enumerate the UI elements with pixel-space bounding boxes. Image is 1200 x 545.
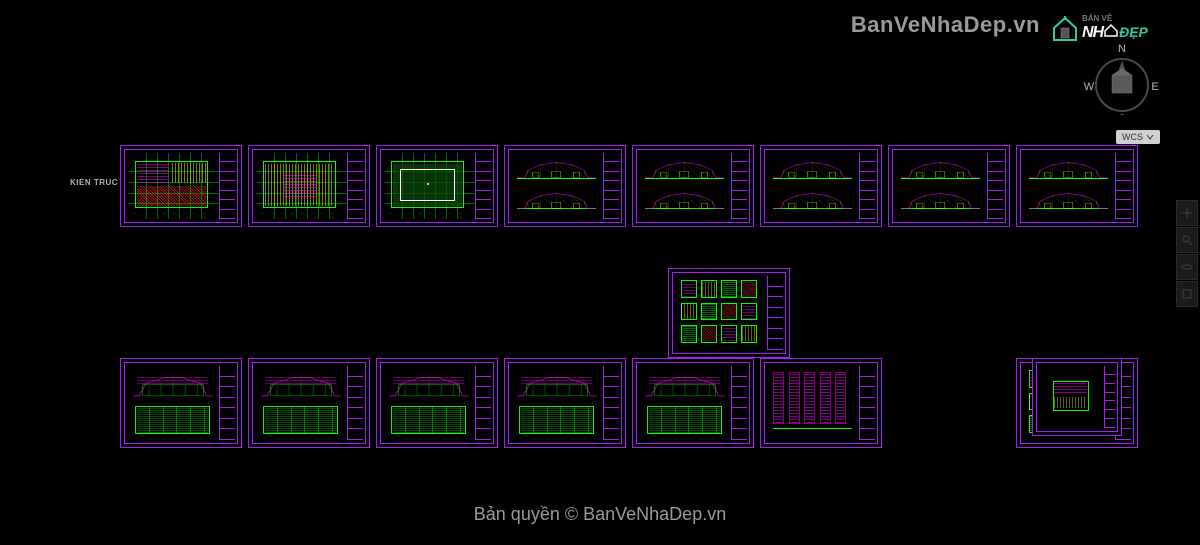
view-cube-compass[interactable]: N S E W xyxy=(1080,30,1165,115)
chevron-down-icon xyxy=(1146,133,1154,141)
compass-e: E xyxy=(1151,81,1158,93)
drawing-sheet: ······· ······· xyxy=(760,145,882,227)
drawing-sheet: ------ xyxy=(120,358,242,448)
drawing-sheet: ————————······ xyxy=(376,145,498,227)
drawing-sheet: ------ xyxy=(504,358,626,448)
house-icon xyxy=(1050,14,1080,42)
wcs-indicator[interactable]: WCS xyxy=(1116,130,1160,144)
drawing-sheet: ————————······ xyxy=(248,145,370,227)
drawing-sheet: ······· ······· xyxy=(1016,145,1138,227)
compass-n: N xyxy=(1118,43,1126,55)
drawing-sheet: ————————······ xyxy=(120,145,242,227)
watermark-text-top: BanVeNhaDep.vn xyxy=(851,12,1040,38)
drawing-sheet: ------ xyxy=(632,358,754,448)
sheet-fragment: ···· xyxy=(1032,358,1122,436)
drawing-sheet: ······· ······· xyxy=(632,145,754,227)
nav-zoom-button[interactable] xyxy=(1176,227,1198,253)
sheet-row-1: ————————······————————······————————····… xyxy=(120,145,1138,227)
sheet-row-2 xyxy=(668,268,790,358)
watermark-text-bottom: Bản quyền © BanVeNhaDep.vn xyxy=(474,504,726,525)
cad-canvas[interactable]: BanVeNhaDep.vn BẢN VẼ NH ĐẸP N S E W xyxy=(0,0,1200,545)
drawing-sheet: ------ xyxy=(376,358,498,448)
nav-orbit-button[interactable] xyxy=(1176,254,1198,280)
compass-s: S xyxy=(1118,113,1125,115)
compass-w: W xyxy=(1084,81,1095,93)
drawing-sheet xyxy=(760,358,882,448)
logo-small-text: BẢN VẼ xyxy=(1082,15,1148,23)
drawing-sheet: ------ xyxy=(248,358,370,448)
drawing-sheet: ···· xyxy=(1032,358,1122,436)
wcs-label: WCS xyxy=(1122,132,1143,142)
nav-pan-button[interactable] xyxy=(1176,200,1198,226)
drawing-sheet xyxy=(668,268,790,358)
drawing-sheet: ······· ······· xyxy=(888,145,1010,227)
nav-more-button[interactable] xyxy=(1176,281,1198,307)
sheet-row-3: ------ ------ ------ ------ ------ xyxy=(120,358,1138,448)
section-label: KIEN TRUC xyxy=(70,178,118,187)
empty-slot xyxy=(888,358,1010,359)
drawing-sheet: ······· ······· xyxy=(504,145,626,227)
nav-bar xyxy=(1176,200,1198,307)
